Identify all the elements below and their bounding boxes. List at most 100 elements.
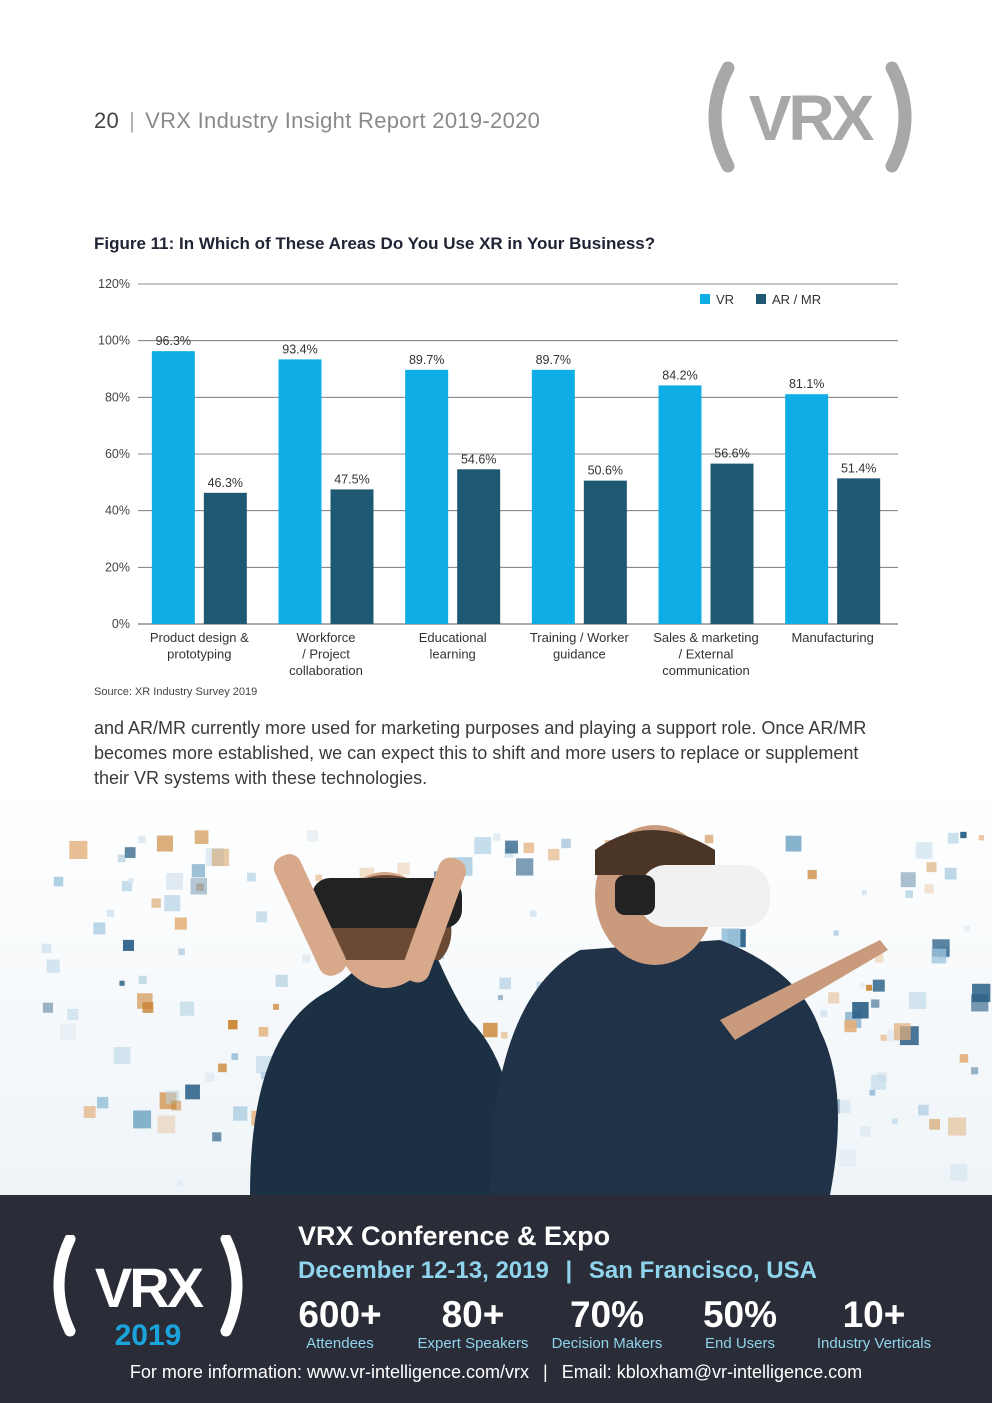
bar-vr — [278, 359, 322, 624]
vrx-logo-text: VRX — [749, 82, 875, 154]
data-label: 47.5% — [334, 472, 369, 486]
conference-title: VRX Conference & Expo — [298, 1221, 611, 1251]
category-label: Training / Worker — [530, 630, 630, 645]
pixel-particle — [875, 954, 884, 963]
stat-value: 10+ — [842, 1294, 906, 1335]
pixel-particle — [165, 1090, 180, 1104]
category-label: Manufacturing — [791, 630, 873, 645]
pixel-particle — [929, 1118, 940, 1130]
page-number: 20 — [94, 108, 120, 133]
pixel-particle — [273, 1003, 280, 1010]
pixel-particle — [893, 1023, 911, 1041]
pixel-particle — [275, 974, 288, 987]
legend-swatch-vr — [700, 294, 710, 304]
pixel-particle — [844, 1019, 857, 1033]
category-label: / Project — [302, 647, 350, 662]
pixel-particle — [260, 1071, 269, 1080]
pixel-particle — [860, 982, 866, 989]
man-figure — [490, 825, 888, 1195]
pixel-particle — [523, 842, 535, 854]
data-label: 84.2% — [662, 368, 697, 382]
y-tick-label: 60% — [105, 447, 130, 461]
conference-date-location: December 12-13, 2019 | San Francisco, US… — [298, 1257, 817, 1285]
pixel-particle — [53, 876, 64, 887]
stat-label: Industry Verticals — [816, 1335, 932, 1352]
bar-ar-mr — [330, 489, 374, 624]
pixel-particle — [41, 943, 52, 954]
category-label: Sales & marketing — [653, 630, 759, 645]
pixel-particle — [915, 842, 933, 859]
pixel-particle — [138, 835, 146, 844]
pixel-particle — [46, 959, 60, 973]
stat-industry-verticals: 10+ Industry Verticals — [806, 1295, 942, 1353]
pixel-particle — [176, 1180, 184, 1187]
woman-figure — [250, 854, 520, 1195]
contact-website[interactable]: For more information: www.vr-intelligenc… — [129, 1362, 530, 1382]
pixel-particle — [918, 1104, 929, 1116]
pixel-particle — [505, 840, 518, 854]
stat-value: 600+ — [298, 1294, 382, 1335]
category-label: prototyping — [167, 647, 231, 662]
y-tick-label: 100% — [98, 334, 130, 348]
pixel-particle — [122, 939, 135, 951]
pixel-particle — [247, 872, 256, 882]
stat-value: 70% — [569, 1294, 645, 1335]
pixel-particle — [493, 833, 501, 841]
pixel-particle — [530, 910, 537, 917]
pixel-particle — [42, 1002, 54, 1013]
pixel-particle — [119, 980, 125, 986]
bar-vr — [151, 351, 195, 624]
pixel-particle — [69, 840, 88, 860]
stat-decision-makers: 70% Decision Makers — [542, 1295, 672, 1353]
pixel-particle — [870, 1074, 886, 1090]
bar-ar-mr — [837, 478, 881, 624]
pixel-particle — [820, 1010, 828, 1018]
pixel-particle — [833, 930, 839, 936]
pixel-particle — [196, 883, 204, 891]
bar-ar-mr — [203, 492, 247, 624]
pixel-particle — [536, 981, 544, 989]
pixel-particle — [191, 864, 206, 878]
data-label: 89.7% — [409, 353, 444, 367]
pixel-particle — [931, 948, 947, 964]
pixel-particle — [500, 1031, 508, 1039]
pixel-particle — [133, 1110, 152, 1129]
pixel-particle — [880, 1034, 887, 1041]
pixel-particle — [151, 898, 161, 908]
pixel-particle — [704, 834, 714, 844]
vr-users-photo — [0, 790, 992, 1195]
pixel-particle — [964, 925, 971, 932]
pixel-particle — [59, 1023, 77, 1040]
pixel-particle — [178, 948, 185, 956]
stat-end-users: 50% End Users — [678, 1295, 802, 1353]
legend-label: AR / MR — [772, 292, 821, 307]
pixel-particle — [397, 862, 410, 875]
pixel-particle — [499, 977, 512, 990]
pixel-particle — [117, 854, 126, 863]
pixel-particle — [156, 835, 173, 852]
pixel-particle — [228, 1019, 238, 1030]
pixel-particle — [204, 1072, 215, 1082]
pixel-particle — [959, 1054, 969, 1063]
conference-date: December 12-13, 2019 — [298, 1257, 549, 1284]
pixel-particle — [860, 1126, 871, 1137]
pixel-particle — [561, 838, 571, 849]
pixel-particle — [947, 832, 959, 844]
category-label: Workforce — [297, 630, 356, 645]
bar-ar-mr — [457, 469, 501, 624]
category-label: learning — [430, 647, 476, 662]
data-label: 96.3% — [156, 334, 191, 348]
pixel-particle — [179, 1001, 195, 1016]
pixel-particle — [900, 872, 916, 888]
pixel-particle — [547, 848, 560, 861]
figure-title: Figure 11: In Which of These Areas Do Yo… — [94, 234, 656, 253]
category-label: / External — [679, 647, 734, 662]
pixel-particle — [861, 890, 867, 896]
pixel-particle — [960, 831, 967, 839]
pixel-particle — [113, 1047, 131, 1064]
category-label: communication — [662, 663, 749, 678]
category-label: collaboration — [289, 663, 363, 678]
pixel-particle — [807, 869, 817, 880]
banner-logo-text: VRX — [95, 1256, 204, 1319]
contact-email[interactable]: Email: kbloxham@vr-intelligence.com — [561, 1362, 863, 1382]
